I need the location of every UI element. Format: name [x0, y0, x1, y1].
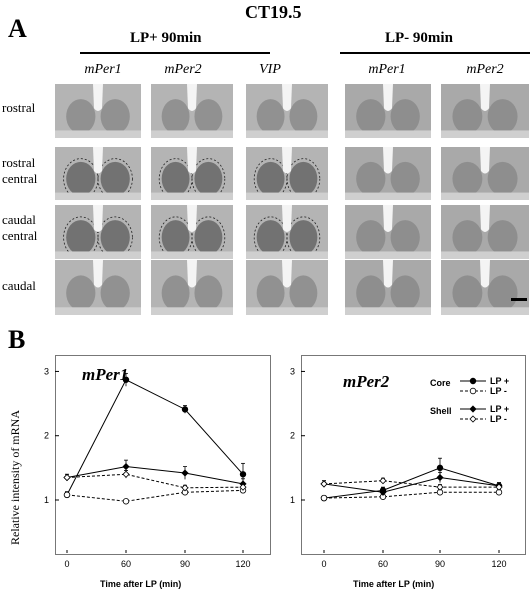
micrograph-lp-plus-mper1-caudal-central — [55, 205, 141, 259]
micrograph-lp-minus-mper2-rostral — [441, 84, 529, 138]
legend-shell-lp-minus: LP - — [490, 414, 507, 424]
chart-frame-mper2 — [301, 355, 526, 555]
panel-a-letter: A — [8, 14, 27, 43]
x-axis-label-mper2: Time after LP (min) — [353, 579, 435, 589]
chart1-series-4-point — [63, 473, 71, 482]
chart1-series-1-point — [181, 406, 189, 413]
chart1-series-4-line — [66, 473, 244, 489]
chart1-ytick-label: 3 — [44, 366, 49, 376]
chart2-xtick-label: 60 — [378, 559, 388, 569]
chart1-series-4-point — [239, 483, 247, 491]
chart2-ytick-label: 3 — [290, 366, 295, 376]
micrograph-lp-minus-mper1-caudal — [345, 260, 431, 315]
chart1-series-4-point — [122, 470, 130, 478]
chart2-series-4-point — [379, 477, 387, 485]
chart1-xtick-label: 60 — [121, 559, 131, 569]
legend-swatch-marker — [469, 405, 477, 413]
micrograph-lp-plus-vip-rostral — [246, 84, 328, 138]
legend-shell-label: Shell — [430, 406, 452, 416]
col-label-lp-minus-mper2: mPer2 — [466, 62, 504, 77]
col-label-lp-plus-mper2: mPer2 — [164, 62, 202, 77]
chart2-series-4-line — [323, 480, 499, 488]
scale-bar — [511, 298, 527, 301]
chart2-series-3-point — [436, 473, 444, 482]
chart2-xtick-label: 90 — [435, 559, 445, 569]
chart-frame-mper1 — [55, 355, 271, 555]
micrograph-lp-minus-mper2-caudal-central — [441, 205, 529, 259]
chart2-series-2-line — [323, 491, 499, 499]
chart1-ytick-label: 1 — [44, 495, 49, 505]
micrograph-lp-plus-mper1-rostral — [55, 84, 141, 138]
col-label-lp-plus-vip: VIP — [259, 62, 281, 77]
col-label-lp-minus-mper1: mPer1 — [368, 62, 406, 77]
chart1-series-3-line — [66, 466, 244, 485]
legend-swatch-marker — [469, 415, 477, 423]
group-title-lp-minus: LP- 90min — [385, 30, 453, 46]
legend-core-lp-plus: LP + — [490, 376, 510, 386]
chart2-series-2-point — [320, 494, 328, 502]
micrograph-lp-plus-mper2-rostral-central — [151, 147, 233, 200]
micrograph-lp-minus-mper1-rostral-central — [345, 147, 431, 200]
micrograph-lp-plus-mper2-caudal-central — [151, 205, 233, 259]
legend-swatch-marker — [469, 377, 477, 385]
col-label-lp-plus-mper1: mPer1 — [84, 62, 122, 77]
chart1-series-1-point — [122, 376, 130, 383]
micrograph-lp-plus-mper1-rostral-central — [55, 147, 141, 200]
micrograph-lp-plus-mper2-rostral — [151, 84, 233, 138]
chart2-ytick-label: 1 — [290, 495, 295, 505]
group-title-lp-plus: LP+ 90min — [130, 30, 202, 46]
row-label-rostral-central: rostral central — [2, 155, 38, 186]
micrograph-lp-plus-vip-caudal-central — [246, 205, 328, 259]
chart2-series-1-point — [436, 464, 444, 472]
legend-core-lp-minus: LP - — [490, 386, 507, 396]
chart1-xtick-label: 120 — [235, 559, 250, 569]
legend-swatch-marker — [469, 387, 477, 395]
chart2-series-4-point — [436, 483, 444, 491]
chart1-ytick-label: 2 — [44, 431, 49, 441]
chart1-series-3-point — [181, 469, 189, 477]
chart1-series-2-point — [63, 491, 71, 499]
chart1-series-2-line — [66, 489, 244, 502]
chart-title-mper1: mPer1 — [82, 365, 129, 384]
legend-core-label: Core — [430, 378, 451, 388]
chart2-series-4-point — [320, 480, 328, 488]
micrograph-lp-plus-vip-caudal — [246, 260, 328, 315]
chart2-series-3-point — [379, 488, 387, 496]
chart2-series-4-point — [495, 483, 503, 491]
micrograph-lp-minus-mper2-caudal — [441, 260, 529, 315]
micrograph-lp-minus-mper1-caudal-central — [345, 205, 431, 259]
legend-shell-lp-plus: LP + — [490, 404, 510, 414]
figure-title: CT19.5 — [245, 2, 302, 22]
chart1-series-1-line — [66, 379, 244, 496]
row-label-rostral: rostral — [2, 100, 36, 115]
micrograph-lp-plus-vip-rostral-central — [246, 147, 328, 200]
chart1-series-3-point — [122, 463, 130, 471]
chart1-series-1-point — [239, 471, 247, 478]
panel-b-letter: B — [8, 325, 26, 354]
chart1-series-4-point — [181, 484, 189, 492]
group-rule-lp-plus — [80, 52, 270, 54]
micrograph-lp-plus-mper1-caudal — [55, 260, 141, 315]
x-axis-label-mper1: Time after LP (min) — [100, 579, 182, 589]
micrograph-lp-minus-mper2-rostral-central — [441, 147, 529, 200]
group-rule-lp-minus — [340, 52, 530, 54]
chart2-series-1-line — [323, 467, 500, 499]
chart2-xtick-label: 120 — [491, 559, 506, 569]
micrograph-lp-minus-mper1-rostral — [345, 84, 431, 138]
chart1-xtick-label: 90 — [180, 559, 190, 569]
chart1-xtick-label: 0 — [64, 559, 69, 569]
chart2-xtick-label: 0 — [321, 559, 326, 569]
row-label-caudal-central: caudal central — [2, 212, 38, 243]
chart1-series-2-point — [122, 498, 130, 505]
row-label-caudal: caudal — [2, 278, 36, 293]
micrograph-lp-plus-mper2-caudal — [151, 260, 233, 315]
chart2-ytick-label: 2 — [290, 431, 295, 441]
chart2-series-3-line — [323, 476, 500, 493]
chart-title-mper2: mPer2 — [343, 372, 390, 391]
